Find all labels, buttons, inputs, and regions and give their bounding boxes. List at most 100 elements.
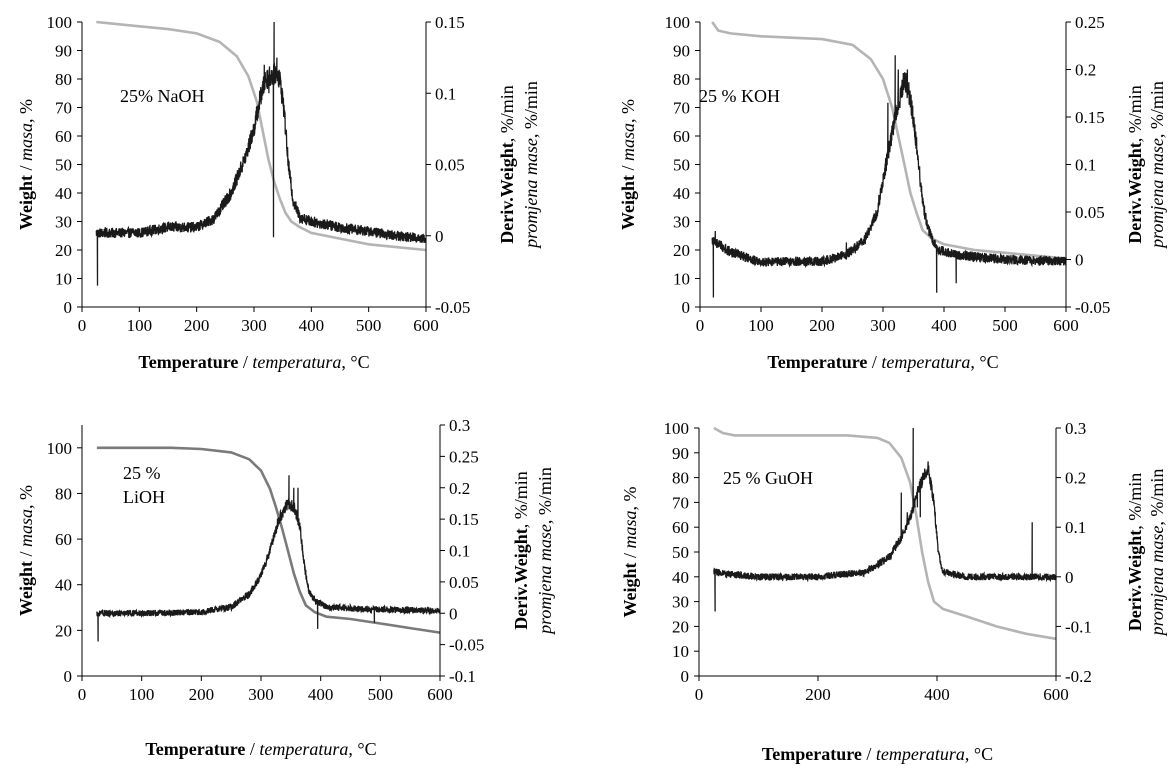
x-tick-label: 500 [368,685,394,704]
y-tick-label: 0 [64,298,73,317]
y2-tick-label: 0 [435,227,444,246]
y-tick-label: 50 [672,543,689,562]
x-axis-label: Temperature / temperatura, °C [762,744,993,764]
x-tick-label: 600 [427,685,453,704]
y2-tick-label: 0.1 [1075,156,1096,175]
x-tick-label: 100 [129,685,155,704]
y-tick-label: 60 [55,127,72,146]
y-tick-label: 40 [55,576,72,595]
y-tick-label: 30 [673,213,690,232]
y-axis-label: Weight / masa, % [620,486,640,617]
x-tick-label: 300 [241,316,267,335]
y2-axis-label: Deriv.Weight, %/min [497,85,517,244]
y-tick-label: 50 [55,156,72,175]
x-tick-label: 300 [248,685,274,704]
y2-tick-label: 0.15 [435,13,465,32]
y2-tick-label: 0.3 [1065,419,1086,438]
y-tick-label: 70 [673,99,690,118]
x-tick-label: 400 [931,316,957,335]
y2-tick-label: 0.05 [435,156,465,175]
y-tick-label: 40 [55,184,72,203]
y2-tick-label: -0.1 [1065,617,1092,636]
chart-panel-naoh: 0 100 200 300 400 500 600 0 10 20 30 40 50 60 70 80 90 10… [0,0,586,388]
x-tick-label: 300 [870,316,896,335]
y2-tick-label: 0 [1075,251,1084,270]
tga-chart-guoh: 0 200 400 600 0 10 20 30 40 50 60 70 80 90 100 -0.2 -0.1… [620,419,1167,764]
x-tick-label: 200 [809,316,835,335]
y2-tick-label: 0.2 [1065,469,1086,488]
y2-axis-label: Deriv.Weight, %/min [511,471,531,630]
tga-chart-naoh: 0 100 200 300 400 500 600 0 10 20 30 40 50 60 70 80 90 10… [16,13,541,372]
y-tick-label: 50 [673,156,690,175]
x-tick-label: 500 [356,316,382,335]
deriv-weight-curve [96,475,441,642]
y2-tick-label: 0.05 [449,573,479,592]
x-tick-label: 0 [695,685,704,704]
x-tick-label: 600 [1043,685,1069,704]
y2-tick-label: 0.25 [1075,13,1105,32]
y-axis-label: Weight / masa, % [16,99,36,230]
y-tick-label: 80 [55,70,72,89]
x-tick-label: 100 [748,316,774,335]
y2-tick-label: -0.05 [1075,298,1110,317]
x-tick-label: 400 [299,316,325,335]
x-tick-label: 0 [78,316,87,335]
y-tick-label: 0 [64,667,73,686]
y-axis-label: Weight / masa, % [618,99,638,230]
y-tick-label: 40 [672,568,689,587]
tga-chart-lioh: 0 100 200 300 400 500 600 0 20 40 60 80 100 -0.1 -0.05… [16,416,555,759]
sample-annotation: 25 % KOH [699,86,780,106]
y-tick-label: 90 [673,42,690,61]
y-tick-label: 90 [672,444,689,463]
y2-tick-label: 0 [449,604,458,623]
weight-curve [96,20,427,252]
y-tick-label: 10 [673,270,690,289]
y2-tick-label: 0.1 [1065,518,1086,537]
x-tick-label: 400 [308,685,334,704]
x-tick-label: 600 [1053,316,1079,335]
y2-tick-label: -0.05 [435,298,470,317]
y-tick-label: 10 [55,270,72,289]
y2-tick-label: 0.15 [449,510,479,529]
sample-annotation: 25% NaOH [120,86,204,106]
chart-panel-koh: 0 100 200 300 400 500 600 0 10 20 30 40 50 60 70 80 90 10… [586,0,1173,388]
sample-annotation: 25 % LiOH [123,463,165,507]
chart-panel-guoh: 0 200 400 600 0 10 20 30 40 50 60 70 80 90 100 -0.2 -0.1… [586,383,1173,772]
y2-tick-label: -0.2 [1065,667,1092,686]
y-tick-label: 80 [672,469,689,488]
y-tick-label: 90 [55,42,72,61]
x-tick-label: 100 [127,316,153,335]
y-tick-label: 0 [681,667,690,686]
y-tick-label: 80 [673,70,690,89]
x-tick-label: 200 [184,316,210,335]
y-tick-label: 100 [47,439,73,458]
weight-curve [96,446,441,634]
y2-tick-label: 0.1 [435,84,456,103]
y-tick-label: 70 [55,99,72,118]
x-tick-label: 200 [189,685,215,704]
y-tick-label: 20 [672,617,689,636]
x-tick-label: 0 [78,685,87,704]
y-tick-label: 80 [55,484,72,503]
y-axis-label: Weight / masa, % [16,485,36,616]
y-tick-label: 10 [672,642,689,661]
y-tick-label: 100 [47,13,73,32]
x-tick-label: 400 [924,685,950,704]
y-tick-label: 0 [682,298,691,317]
x-axis-label: Temperature / temperatura, °C [138,352,369,372]
y-tick-label: 40 [673,184,690,203]
y2-tick-label: 0.15 [1075,108,1105,127]
y-tick-label: 60 [55,530,72,549]
y2-axis-label-line2: promjena mase, %/min [1147,469,1167,638]
chart-panel-lioh: 0 100 200 300 400 500 600 0 20 40 60 80 100 -0.1 -0.05… [0,383,586,772]
x-tick-label: 0 [696,316,705,335]
y2-tick-label: -0.05 [449,636,484,655]
y2-axis-label: Deriv.Weight, %/min [1125,473,1145,632]
y-tick-label: 100 [665,13,691,32]
deriv-weight-curve [713,427,1057,612]
x-tick-label: 600 [413,316,439,335]
x-axis-label: Temperature / temperatura, °C [145,739,376,759]
y-tick-label: 30 [672,593,689,612]
x-axis-label: Temperature / temperatura, °C [767,352,998,372]
deriv-weight-curve [95,21,427,286]
